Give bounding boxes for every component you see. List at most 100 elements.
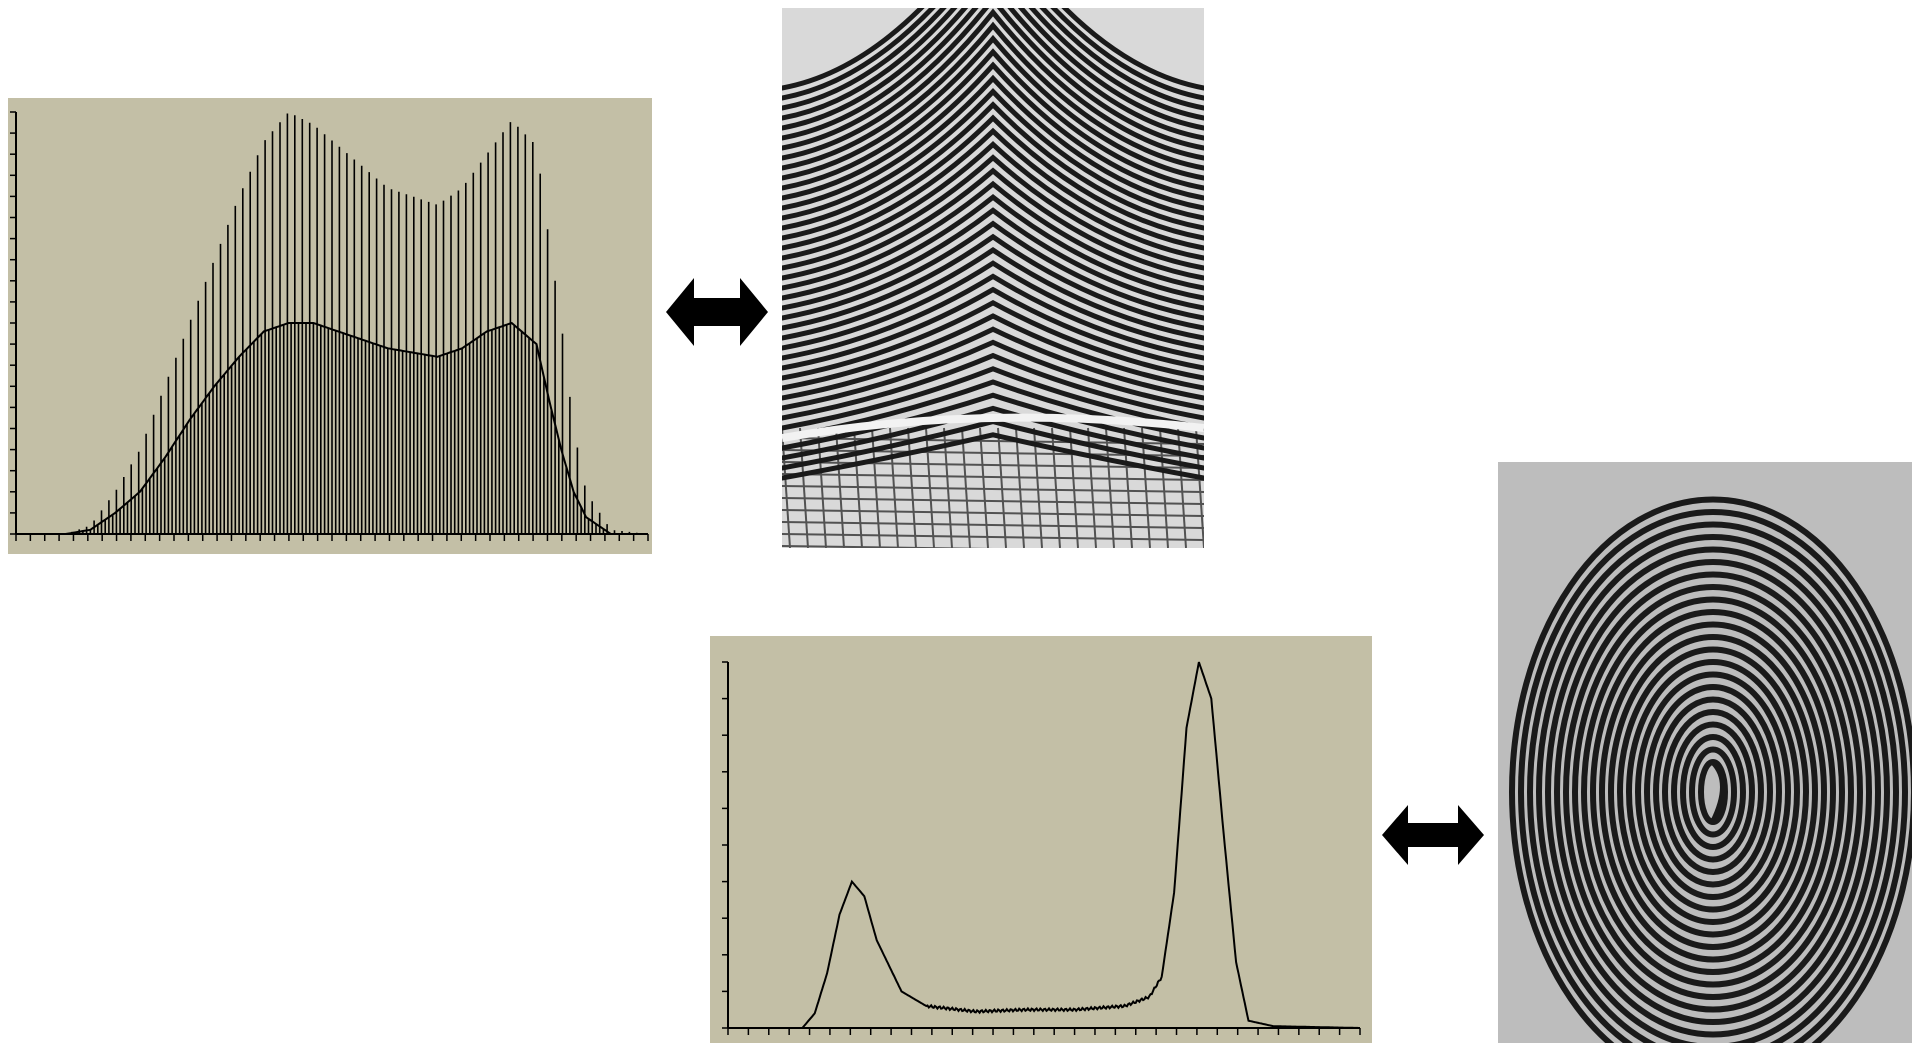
palm-line [997, 427, 1007, 548]
inked-print-ridge [1581, 596, 1845, 988]
palm-line [925, 427, 935, 548]
palm-line [1087, 427, 1097, 548]
inked-print-ridge [1635, 671, 1791, 913]
latent-print-ridge [782, 246, 1204, 341]
latent-print-ridge [782, 193, 1204, 301]
palm-line [853, 427, 863, 548]
palm-line [782, 497, 1204, 505]
inked-print-ridge [1545, 546, 1881, 1038]
palm-line [1051, 427, 1061, 548]
palm-line [871, 427, 881, 548]
palm-line [1159, 427, 1169, 548]
inked-print-ridges [1509, 496, 1912, 1043]
latent-print-ridge [782, 154, 1204, 271]
palm-line [782, 521, 1204, 529]
inked-print-ridge [1617, 646, 1809, 938]
latent-print-ridge [782, 34, 1204, 181]
latent-print-crease [782, 413, 1204, 442]
palm-line [1177, 427, 1187, 548]
inked-print-ridge [1518, 509, 1908, 1043]
latent-print-ridge [782, 366, 1204, 431]
latent-print-ridge [782, 8, 1204, 141]
inked-print-ridge [1644, 684, 1782, 900]
inked-print-ridge [1608, 634, 1818, 950]
histogram-top-bars [67, 113, 646, 534]
inked-print-ridge [1590, 609, 1836, 975]
palm-line [1015, 427, 1025, 548]
latent-print-ridge [782, 140, 1204, 261]
palm-line [835, 427, 845, 548]
latent-print-ridge [782, 352, 1204, 421]
latent-print-ridge [782, 286, 1204, 371]
latent-print-ridge [782, 127, 1204, 251]
palm-line [782, 427, 791, 548]
palm-line [817, 427, 827, 548]
inked-print-ridge [1680, 734, 1746, 850]
palm-line [782, 485, 1204, 493]
inked-print-ridge [1527, 521, 1899, 1043]
histogram-top-low-envelope [16, 321, 648, 535]
palm-line [1141, 427, 1151, 548]
latent-print-ridge [782, 21, 1204, 171]
latent-print-ridge [782, 8, 1204, 121]
inked-print-ridge [1536, 534, 1890, 1043]
palm-line [961, 427, 971, 548]
palm-line [782, 533, 1204, 541]
latent-print-ridge [782, 101, 1204, 231]
palm-line [782, 449, 1204, 457]
palm-line [889, 427, 899, 548]
latent-print-ridge [782, 8, 1204, 91]
inked-print-ridge [1671, 721, 1755, 863]
inked-print-ridge [1626, 659, 1800, 925]
latent-print-ridge [782, 432, 1204, 481]
double-arrow-bottom-icon [1382, 805, 1484, 865]
palm-line [799, 427, 809, 548]
latent-print-ridge [782, 233, 1204, 331]
palm-line [782, 473, 1204, 481]
palm-line [943, 427, 953, 548]
palm-line [782, 509, 1204, 517]
histogram-bottom-line [728, 661, 1360, 1029]
histogram-top-panel [8, 98, 652, 554]
palm-line [1033, 427, 1043, 548]
latent-print-ridge [782, 8, 1204, 151]
latent-print-palm-texture [782, 427, 1204, 548]
latent-print-ridge [782, 87, 1204, 221]
inked-print-ridge [1572, 584, 1854, 1000]
latent-print-ridge [782, 8, 1204, 111]
latent-print-ridge [782, 74, 1204, 211]
palm-line [1123, 427, 1133, 548]
latent-print-ridge [782, 405, 1204, 461]
inked-fingerprint-image [1498, 462, 1912, 1043]
inked-print-ridge [1599, 621, 1827, 963]
histogram-top-chart [10, 111, 649, 541]
latent-print-ridge [782, 273, 1204, 361]
palm-line [1069, 427, 1079, 548]
palm-line [782, 545, 994, 548]
latent-print-ridge [782, 260, 1204, 351]
latent-print-ridge [782, 207, 1204, 311]
inked-print-ridge [1554, 559, 1872, 1025]
latent-print-ridge [782, 326, 1204, 401]
latent-print-ridge [782, 8, 1204, 101]
double-arrow-top-icon [666, 278, 768, 346]
palm-line [1105, 427, 1115, 548]
double-arrow-top-shape [666, 278, 768, 346]
histogram-bottom-chart [722, 661, 1361, 1035]
latent-print-ridge [782, 339, 1204, 411]
latent-print-ridge [782, 48, 1204, 191]
palm-line [782, 437, 1204, 445]
palm-line [907, 427, 917, 548]
inked-print-ridge [1653, 696, 1773, 888]
latent-print-ridge [782, 313, 1204, 391]
inked-print-ridge [1689, 746, 1737, 838]
latent-fingerprint-image [782, 8, 1204, 548]
latent-print-ridge [782, 392, 1204, 451]
latent-print-ridge [782, 61, 1204, 201]
palm-line [979, 427, 989, 548]
inked-print-ridge [1662, 709, 1764, 875]
latent-print-ridges [782, 8, 1204, 481]
latent-print-ridge [782, 180, 1204, 291]
latent-print-ridge [782, 8, 1204, 131]
